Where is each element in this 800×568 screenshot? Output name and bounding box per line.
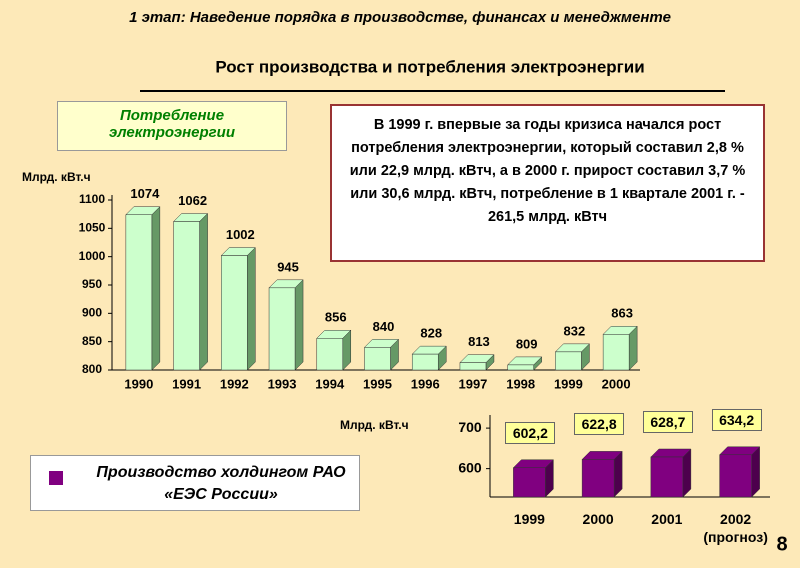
data-label: 840 xyxy=(373,319,395,334)
x-tick-label: 1996 xyxy=(411,376,440,391)
data-label: 634,2 xyxy=(711,408,762,431)
x-tick-label: 1990 xyxy=(124,376,153,391)
x-tick-label: 1993 xyxy=(268,376,297,391)
data-label: 863 xyxy=(611,306,633,321)
data-label: 856 xyxy=(325,310,347,325)
bar xyxy=(650,456,684,498)
bar xyxy=(581,459,615,498)
x-tick-label: 2002 (прогноз) xyxy=(703,511,768,545)
data-label: 809 xyxy=(516,336,538,351)
bar xyxy=(268,287,296,371)
bar xyxy=(316,338,344,371)
bar-side xyxy=(682,448,692,498)
x-tick-label: 1999 xyxy=(554,376,583,391)
y-axis-label: Млрд. кВт.ч xyxy=(22,170,91,184)
bar xyxy=(719,454,752,498)
header: 1 этап: Наведение порядка в производстве… xyxy=(129,9,671,26)
x-tick-label: 1995 xyxy=(363,376,392,391)
x-tick-label: 1992 xyxy=(220,376,249,391)
bar xyxy=(411,353,439,371)
bar xyxy=(555,351,582,371)
data-label: 602,2 xyxy=(505,421,556,444)
page-number: 8 xyxy=(776,533,787,555)
legend: Производство холдингом РАО «ЕЭС России» xyxy=(30,455,360,511)
x-tick-label: 2000 xyxy=(582,511,614,527)
data-label: 1062 xyxy=(178,193,207,208)
bar xyxy=(221,255,248,371)
data-label: 813 xyxy=(468,334,490,349)
x-tick-label: 1999 xyxy=(513,511,545,527)
data-label: 628,7 xyxy=(642,411,693,433)
bar xyxy=(513,467,546,498)
data-label: 945 xyxy=(277,259,299,274)
bar xyxy=(364,347,391,371)
data-label: 1074 xyxy=(130,186,160,201)
y-tick-label: 700 xyxy=(458,419,482,435)
x-tick-label: 1994 xyxy=(315,376,345,391)
bar xyxy=(125,214,153,371)
data-label: 1002 xyxy=(226,227,255,242)
data-label: 622,8 xyxy=(574,413,625,436)
bar-side xyxy=(751,446,760,498)
legend-label: Производство холдингом РАО «ЕЭС России» xyxy=(96,464,346,503)
legend-swatch xyxy=(49,471,63,485)
slide-title: Рост производства и потребления электроэ… xyxy=(215,57,644,76)
y-tick-label: 950 xyxy=(82,277,102,291)
note: В 1999 г. впервые за годы кризиса началс… xyxy=(330,104,765,262)
y-tick-label: 1050 xyxy=(79,221,106,235)
y-axis-label: Млрд. кВт.ч xyxy=(340,418,409,432)
y-tick-label: 800 xyxy=(82,362,102,376)
y-tick-label: 1000 xyxy=(79,249,106,263)
bar xyxy=(507,364,534,371)
x-tick-label: 1997 xyxy=(458,376,487,391)
bar-side xyxy=(294,279,304,371)
bar-side xyxy=(151,206,161,371)
chart-title: Потребление электроэнергии xyxy=(57,101,287,151)
bar xyxy=(173,221,200,371)
bar-side xyxy=(247,246,256,371)
x-tick-label: 1991 xyxy=(172,376,201,391)
y-tick-label: 600 xyxy=(458,459,482,475)
bar-side xyxy=(199,212,208,371)
bar xyxy=(602,334,630,371)
y-tick-label: 900 xyxy=(82,306,102,320)
x-tick-label: 2001 xyxy=(651,511,683,527)
data-label: 832 xyxy=(564,323,586,338)
x-tick-label: 2000 xyxy=(602,376,631,391)
data-label: 828 xyxy=(420,326,442,341)
x-tick-label: 1998 xyxy=(506,376,535,391)
y-tick-label: 1100 xyxy=(79,192,105,206)
y-tick-label: 850 xyxy=(82,334,102,348)
bar xyxy=(459,362,487,371)
